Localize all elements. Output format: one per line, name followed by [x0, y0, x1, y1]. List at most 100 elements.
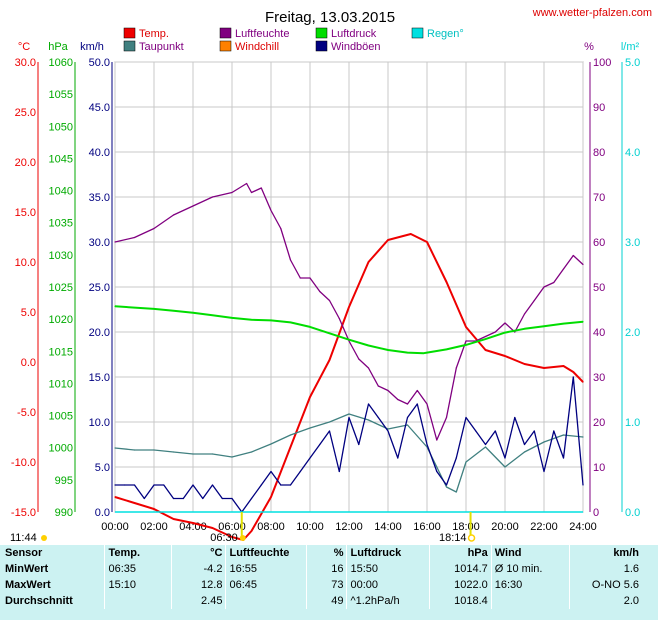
humidity-tick-label: 40: [593, 327, 605, 339]
data-point: [387, 430, 389, 432]
data-point: [250, 497, 253, 500]
data-point: [192, 453, 194, 455]
data-point: [406, 403, 409, 405]
data-point: [280, 227, 282, 230]
data-point: [153, 449, 155, 451]
data-point: [172, 451, 175, 453]
data-point: [211, 484, 214, 486]
x-tick-label: 18:00: [452, 521, 480, 533]
data-point: [436, 466, 438, 468]
data-point: [211, 314, 214, 316]
data-point: [280, 484, 282, 486]
stats-cell: 2.0: [568, 593, 642, 609]
sunrise-label: 06:30: [210, 532, 238, 544]
data-point: [514, 416, 516, 419]
data-point: [465, 344, 467, 346]
legend-swatch: [315, 27, 328, 39]
data-point: [582, 321, 584, 323]
data-point: [211, 453, 214, 455]
data-point: [582, 381, 584, 383]
data-point: [250, 319, 253, 321]
temp-tick-label: -5.0: [17, 407, 36, 419]
data-point: [133, 306, 136, 309]
data-point: [319, 443, 321, 446]
data-point: [543, 286, 545, 288]
data-point: [455, 457, 457, 459]
legend-swatch: [123, 27, 136, 39]
chart-series: [114, 182, 584, 541]
data-point: [309, 277, 311, 279]
data-point: [153, 508, 155, 510]
data-point: [406, 424, 409, 426]
data-point: [153, 227, 155, 230]
data-point: [465, 461, 467, 463]
data-point: [246, 182, 248, 185]
data-point: [423, 352, 425, 354]
data-point: [348, 413, 350, 415]
x-tick-label: 02:00: [140, 521, 168, 533]
rain-tick-label: 5.0: [625, 57, 640, 69]
temp-tick-label: 20.0: [15, 157, 36, 169]
data-point: [582, 263, 584, 266]
data-point: [114, 241, 116, 243]
pressure-tick-label: 1030: [49, 250, 73, 262]
x-tick-label: 20:00: [491, 521, 519, 533]
data-point: [299, 277, 301, 279]
rain-tick-label: 1.0: [625, 417, 640, 429]
legend-swatch: [123, 40, 136, 52]
wind-tick-label: 40.0: [89, 147, 110, 159]
data-point: [133, 502, 136, 504]
series-windben: [114, 376, 584, 513]
data-point: [250, 530, 253, 532]
legend-label: Luftdruck: [331, 28, 377, 40]
data-point: [172, 497, 175, 500]
data-point: [231, 497, 233, 500]
wind-tick-label: 20.0: [89, 327, 110, 339]
sun-icon: [239, 535, 246, 541]
rain-tick-label: 0.0: [625, 507, 640, 519]
stats-cell: Ø 10 min.: [490, 561, 570, 577]
data-point: [445, 486, 448, 488]
stats-cell: 12.8: [170, 577, 226, 593]
data-point: [367, 344, 370, 347]
x-tick-label: 22:00: [530, 521, 558, 533]
pressure-tick-label: 990: [55, 507, 73, 519]
data-point: [133, 484, 136, 486]
stats-header-humidity: Luftfeuchte: [225, 545, 307, 561]
data-point: [416, 403, 418, 405]
data-point: [504, 332, 506, 334]
wind-tick-label: 25.0: [89, 282, 110, 294]
stats-cell: MinWert: [5, 563, 49, 575]
data-point: [484, 335, 487, 338]
stats-cell: 73: [305, 577, 347, 593]
wind-tick-label: 5.0: [95, 462, 110, 474]
data-point: [114, 305, 116, 307]
legend-swatch: [411, 27, 424, 39]
temp-tick-label: -10.0: [11, 457, 36, 469]
stats-header-row: Sensor Temp. °C Luftfeuchte % Luftdruck …: [2, 545, 642, 561]
temp-tick-label: 10.0: [15, 257, 36, 269]
data-point: [445, 484, 448, 486]
data-point: [426, 443, 428, 446]
stats-header-sensor: Sensor: [5, 547, 43, 559]
data-point: [387, 349, 389, 351]
data-point: [328, 430, 331, 432]
data-point: [523, 363, 526, 365]
pressure-tick-label: 1045: [49, 153, 73, 165]
temp-tick-label: 0.0: [21, 357, 36, 369]
rain-tick-label: 2.0: [625, 327, 640, 339]
pressure-tick-label: 1025: [49, 282, 73, 294]
humidity-tick-label: 90: [593, 102, 605, 114]
stats-cell: MaxWert: [5, 579, 51, 591]
site-url[interactable]: www.wetter-pfalzen.com: [532, 7, 652, 19]
data-point: [231, 536, 233, 538]
data-point: [289, 259, 292, 261]
stats-cell: [490, 593, 570, 609]
sunset-label: 18:14: [439, 532, 467, 544]
x-tick-label: 08:00: [257, 521, 285, 533]
data-point: [192, 484, 194, 486]
stats-cell: 1018.4: [429, 593, 492, 609]
data-point: [182, 497, 184, 500]
series-luftfeuchte: [114, 182, 584, 441]
legend-label: Luftfeuchte: [235, 28, 289, 40]
